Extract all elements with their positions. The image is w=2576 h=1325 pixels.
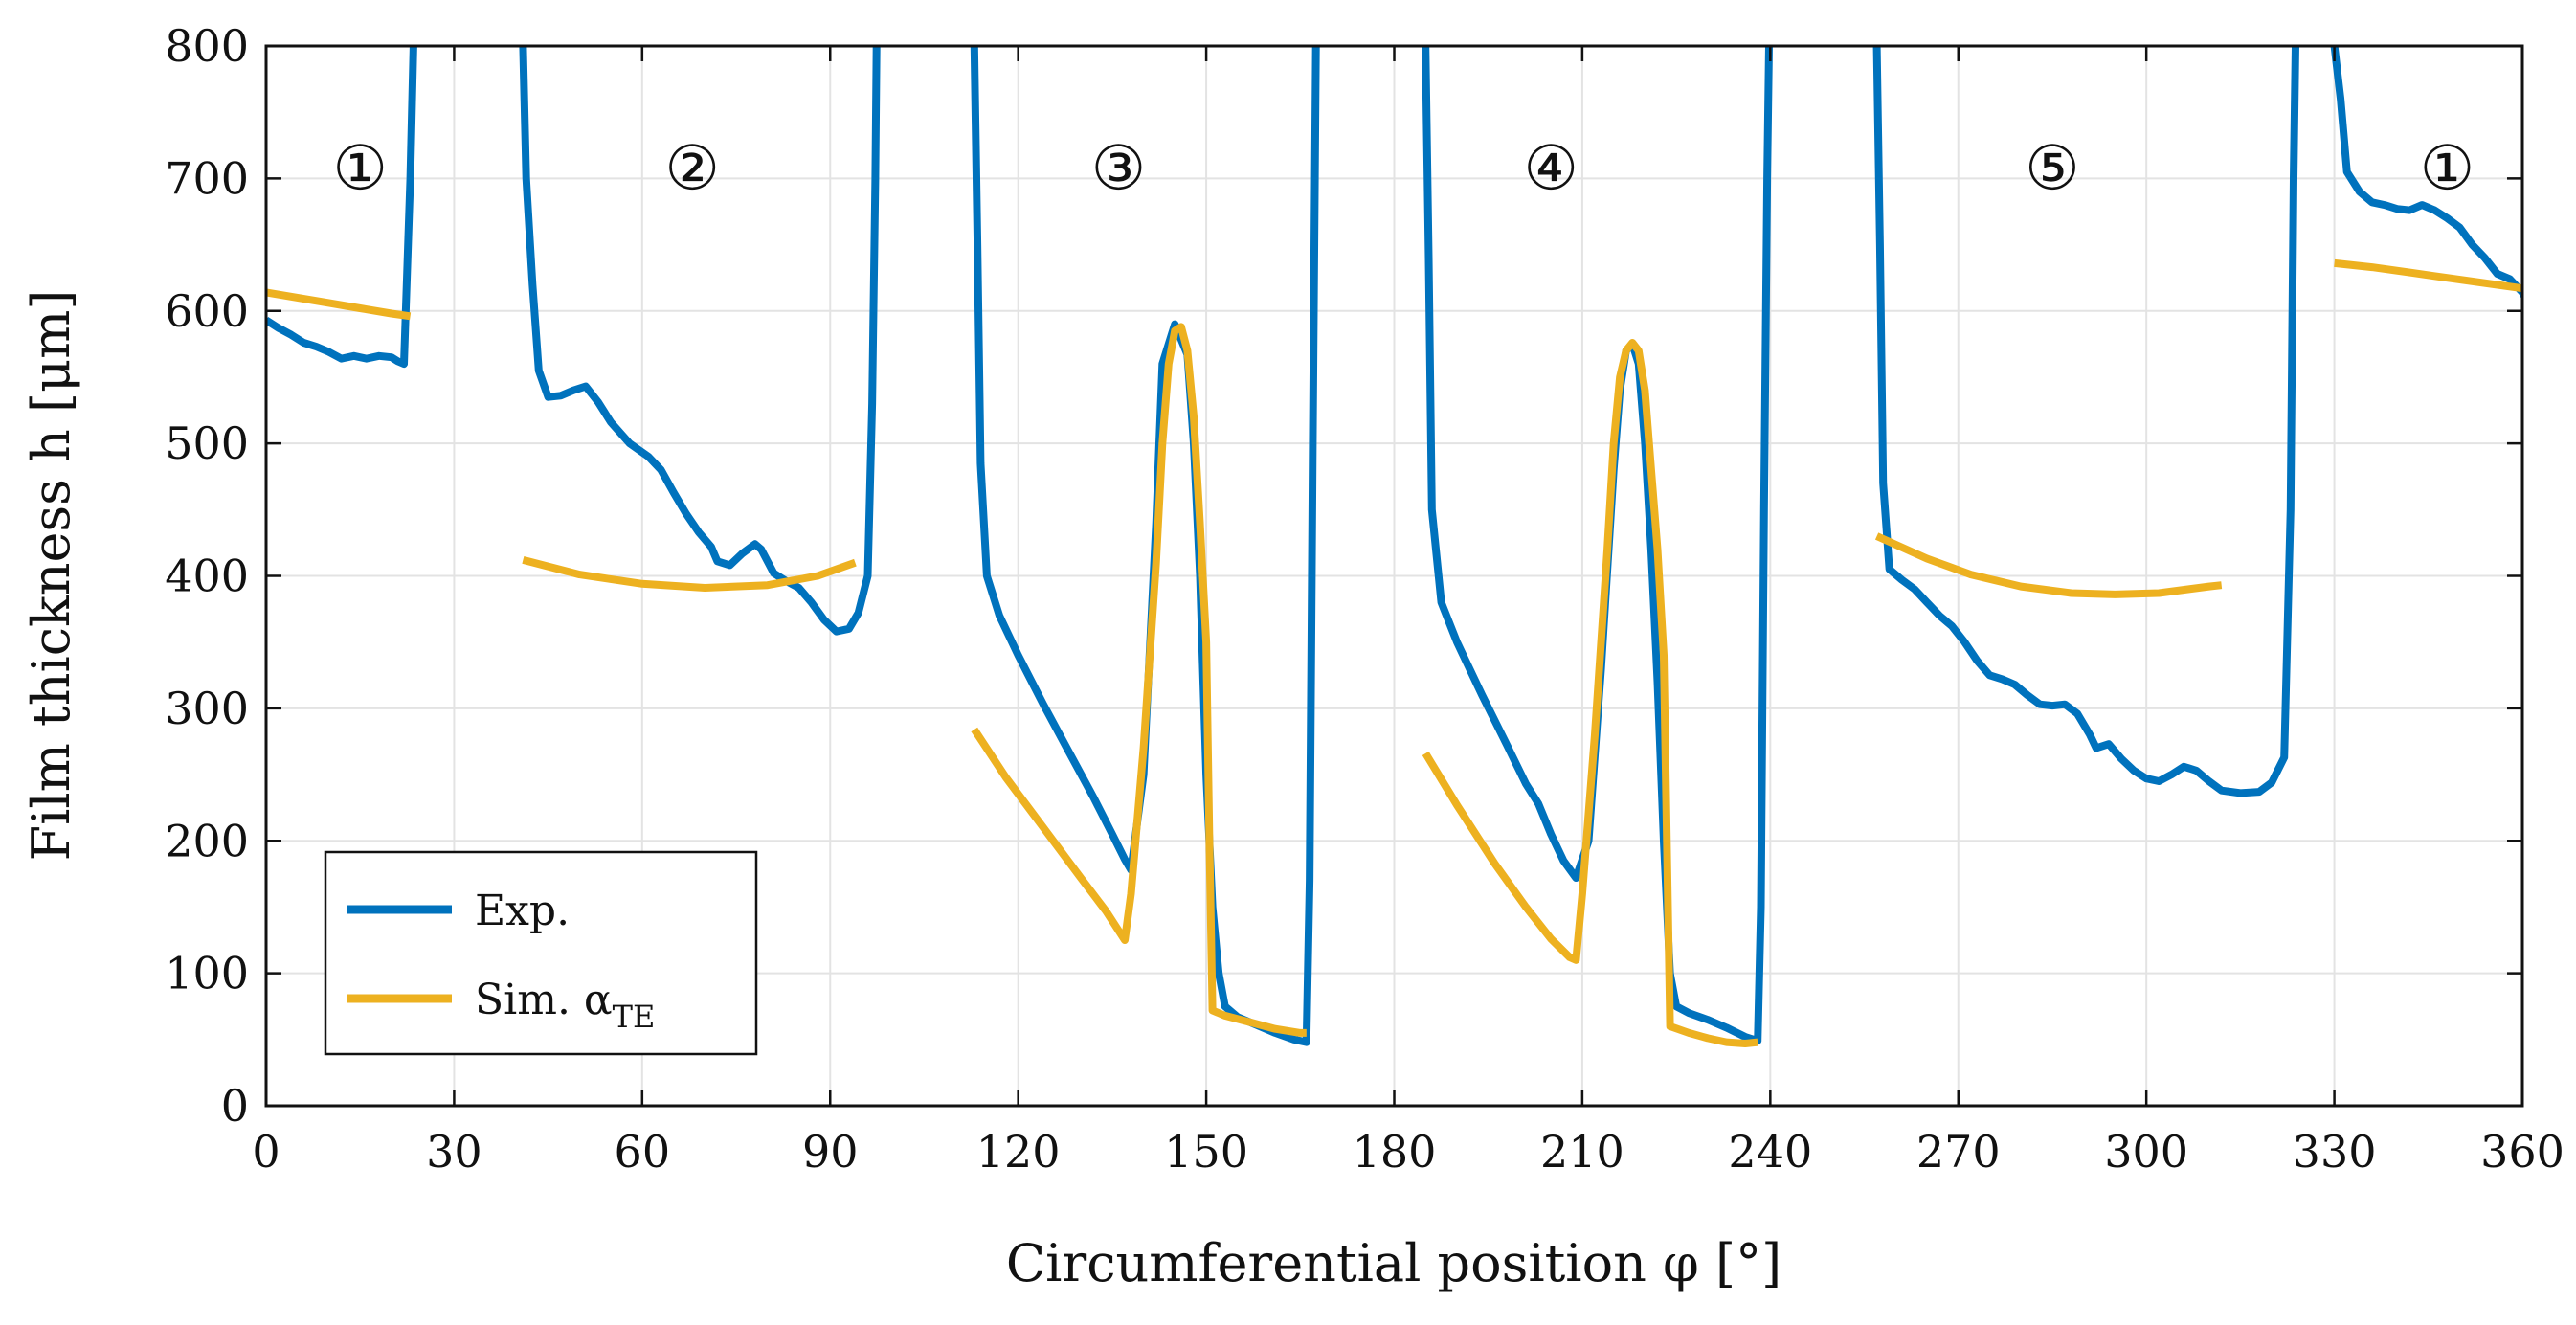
- segment-label: ①: [333, 133, 388, 204]
- y-tick-label: 300: [165, 683, 249, 734]
- segment-label: ⑤: [2025, 133, 2079, 204]
- legend-label-exp: Exp.: [475, 887, 570, 935]
- segment-label: ③: [1091, 133, 1146, 204]
- x-tick-label: 0: [252, 1126, 280, 1178]
- x-tick-label: 90: [802, 1126, 859, 1178]
- y-tick-label: 400: [165, 550, 249, 602]
- exp-series-line: [1422, 46, 1773, 1045]
- exp-series-line: [2330, 46, 2522, 302]
- exp-series-line: [266, 46, 417, 369]
- x-tick-label: 300: [2104, 1126, 2188, 1178]
- sim-series-line: [1422, 339, 1758, 1047]
- x-tick-label: 120: [976, 1126, 1061, 1178]
- y-axis-title: Film thickness h [μm]: [21, 290, 81, 862]
- x-tick-label: 270: [1916, 1126, 2001, 1178]
- segment-labels: ① ② ③ ④ ⑤ ①: [333, 133, 2475, 204]
- y-tick-label: 100: [165, 948, 249, 999]
- y-tick-label: 600: [165, 285, 249, 337]
- x-tick-label: 150: [1164, 1126, 1248, 1178]
- y-tick-label: 500: [165, 417, 249, 469]
- y-tick-label: 0: [221, 1080, 249, 1132]
- x-tick-label: 210: [1540, 1126, 1624, 1178]
- sim-series-line: [1874, 532, 2223, 598]
- x-tick-label: 180: [1353, 1126, 1437, 1178]
- x-tick-label: 30: [426, 1126, 482, 1178]
- segment-label: ①: [2420, 133, 2475, 204]
- sim-series-line: [266, 288, 412, 321]
- legend: Exp. Sim. αTE: [324, 850, 758, 1056]
- ticks: 0 30 60 90 120 150 180 210 240 270 300 330 360 0 100 20…: [165, 20, 2565, 1178]
- y-tick-label: 800: [165, 20, 249, 72]
- series-layer: [266, 46, 2522, 1047]
- x-tick-label: 60: [615, 1126, 671, 1178]
- x-tick-label: 330: [2293, 1126, 2377, 1178]
- legend-label-sim-main: Sim. α: [475, 976, 613, 1024]
- legend-label-sim: Sim. αTE: [475, 976, 655, 1035]
- sim-series-line: [2334, 258, 2522, 293]
- sim-series-line: [522, 556, 857, 592]
- x-axis-title: Circumferential position φ [°]: [1006, 1233, 1781, 1293]
- x-tick-label: 240: [1728, 1126, 1812, 1178]
- x-tick-label: 360: [2480, 1126, 2565, 1178]
- y-tick-label: 700: [165, 152, 249, 204]
- y-tick-label: 200: [165, 815, 249, 866]
- legend-label-sim-sub: TE: [613, 999, 656, 1035]
- segment-label: ④: [1523, 133, 1578, 204]
- legend-box: [324, 850, 758, 1056]
- exp-series-line: [1872, 46, 2299, 797]
- segment-label: ②: [665, 133, 720, 204]
- exp-series-line: [519, 46, 881, 636]
- sim-series-line: [971, 323, 1307, 1037]
